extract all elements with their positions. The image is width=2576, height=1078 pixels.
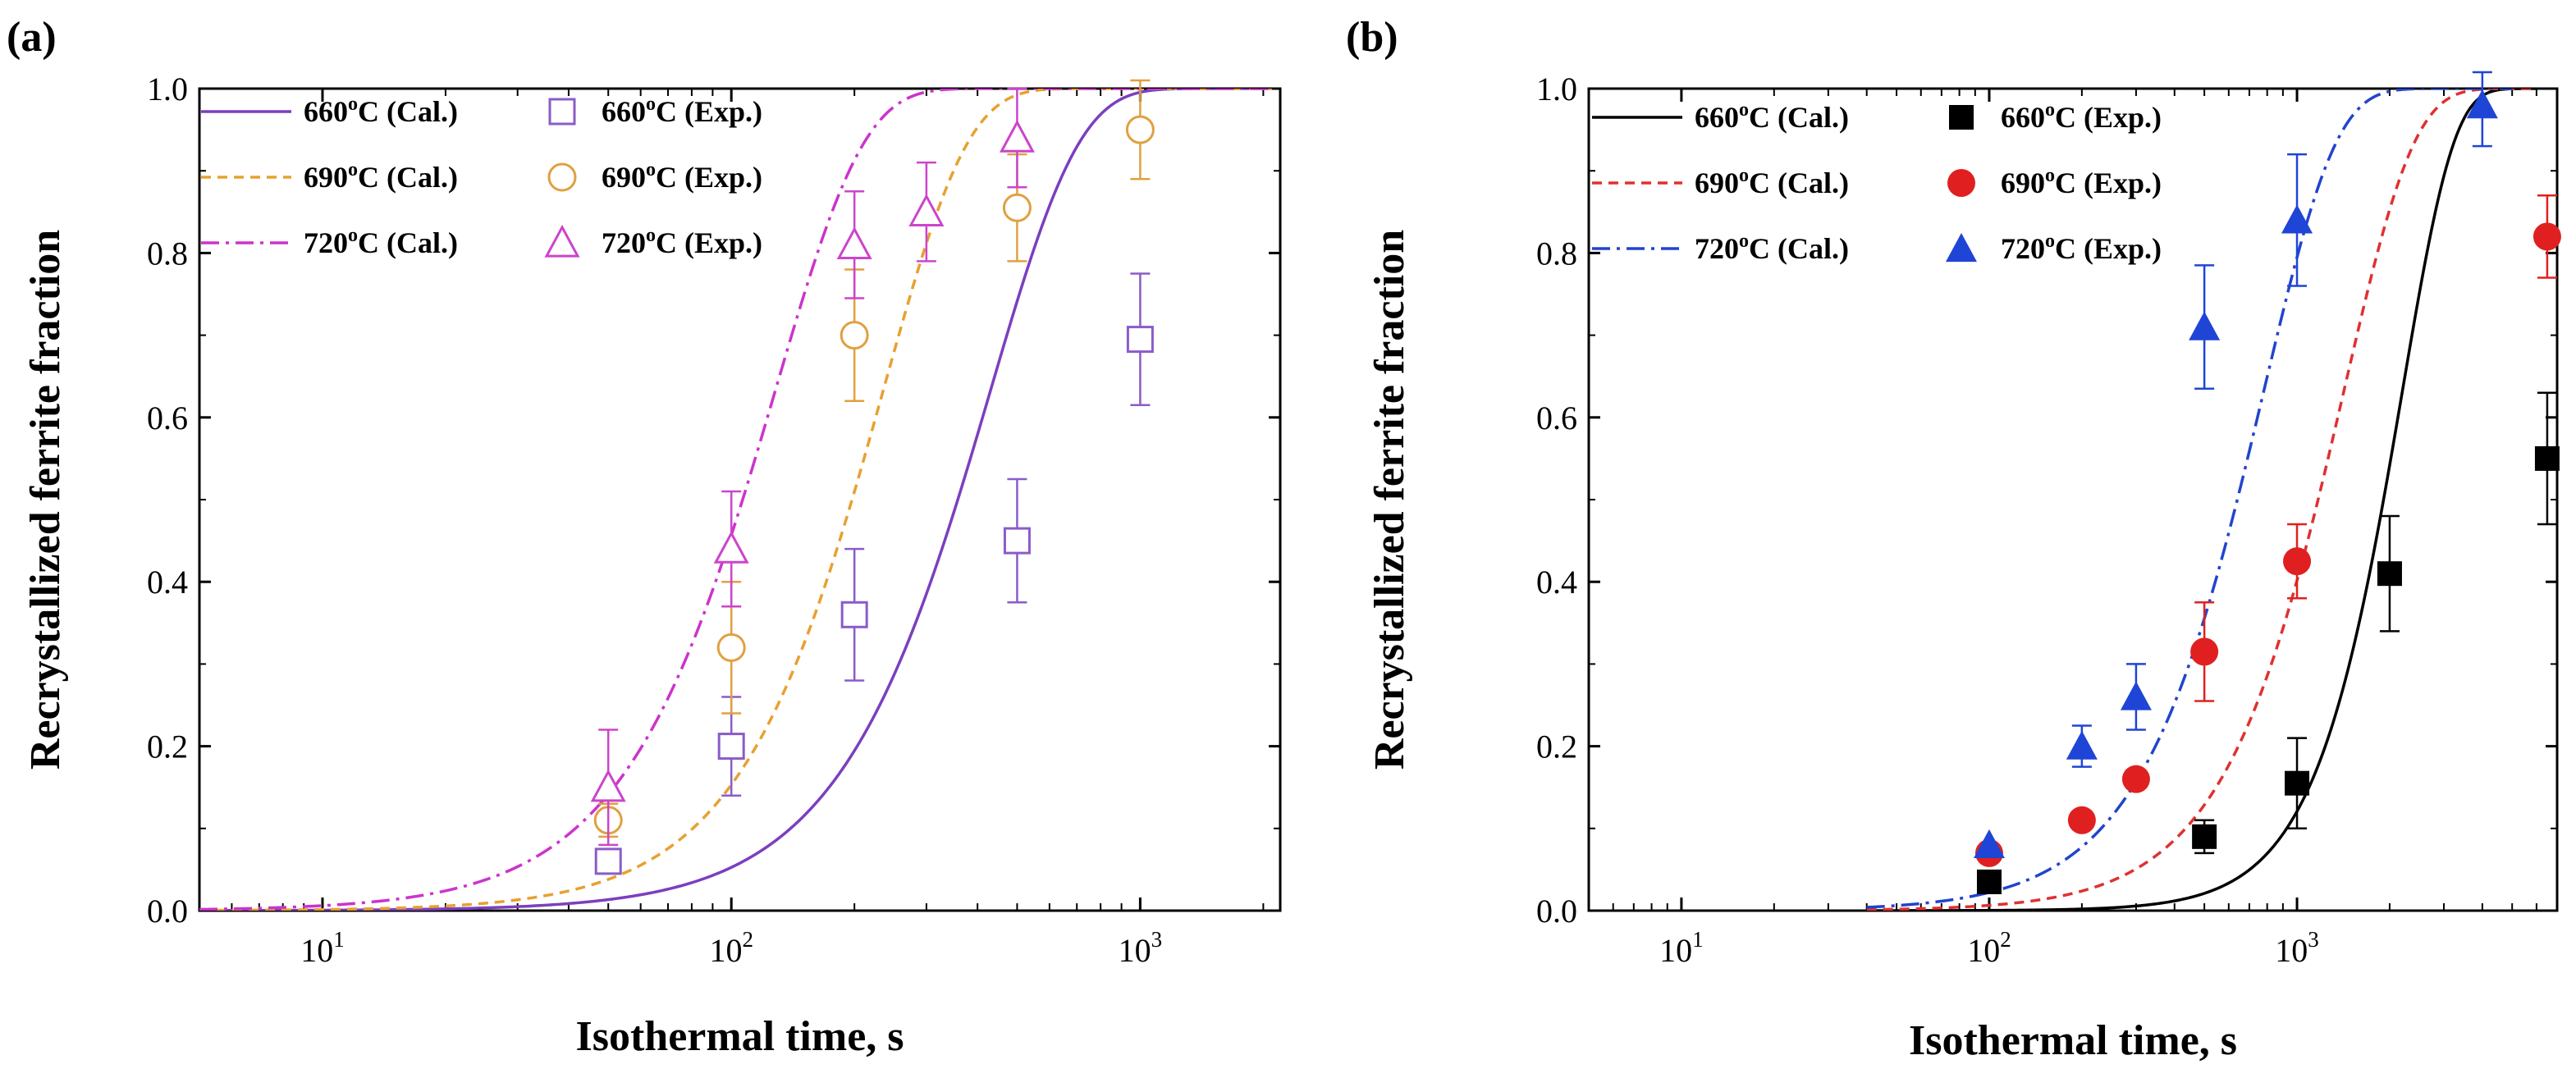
- legend-label-exp-720: 720oC (Exp.): [602, 225, 762, 259]
- data-point-660: [1126, 326, 1154, 354]
- data-point-690: [2533, 222, 2561, 251]
- calc-curve-720: [199, 89, 1272, 911]
- legend-marker-660: [1949, 105, 1974, 130]
- calc-curve-660: [199, 89, 1272, 911]
- y-tick-label: 0.4: [1536, 564, 1577, 601]
- data-point-690: [2283, 547, 2312, 576]
- data-point-660: [2285, 770, 2310, 796]
- data-point-660: [1976, 869, 2002, 894]
- y-tick-label: 0.6: [1536, 400, 1577, 436]
- x-tick-label: 103: [2275, 927, 2319, 969]
- y-tick-label: 0.0: [1536, 893, 1577, 930]
- x-tick-label: 102: [709, 927, 753, 969]
- y-tick-label: 0.0: [147, 893, 188, 930]
- y-tick-label: 1.0: [1536, 71, 1577, 107]
- plot-frame: [198, 87, 1282, 912]
- data-point-660: [2377, 561, 2402, 587]
- data-point-690: [2121, 765, 2150, 793]
- data-point-660: [2192, 824, 2217, 849]
- plot-frame: [1587, 87, 2559, 912]
- data-point-720: [908, 194, 945, 226]
- data-point-720: [2120, 681, 2152, 710]
- data-point-660: [2534, 445, 2560, 471]
- data-point-720: [836, 226, 872, 260]
- data-point-720: [2066, 730, 2098, 760]
- y-tick-label: 0.8: [147, 235, 188, 272]
- calc-curve-690: [1866, 89, 2537, 911]
- y-axis-title: Recrystallized ferrite fraction: [22, 230, 69, 770]
- x-tick-label: 101: [300, 927, 345, 969]
- x-tick-label: 102: [1967, 927, 2011, 969]
- legend-marker-660: [548, 98, 576, 126]
- x-tick-label: 103: [1119, 927, 1163, 969]
- chart-panel-b: (b) 0.0 0.2 0.4 0.6 0.8 1.0 101 102 103 Isothermal…: [1346, 14, 2561, 1064]
- data-point-720: [1973, 829, 2005, 858]
- data-point-720: [590, 769, 626, 802]
- data-point-690: [716, 633, 746, 662]
- legend-label-exp-660: 660oC (Exp.): [2001, 99, 2162, 134]
- data-point-720: [2466, 89, 2498, 119]
- data-point-720: [2189, 311, 2221, 340]
- legend-label-calc-690: 690oC (Cal.): [304, 159, 458, 194]
- legend-label-exp-660: 660oC (Exp.): [602, 94, 762, 128]
- data-point-720: [999, 119, 1035, 153]
- y-tick-label: 0.6: [147, 400, 188, 436]
- x-tick-label: 101: [1659, 927, 1704, 969]
- data-point-720: [713, 530, 749, 564]
- y-tick-label: 1.0: [147, 71, 188, 107]
- legend-label-calc-660: 660oC (Cal.): [1695, 99, 1849, 134]
- legend-label-calc-690: 690oC (Cal.): [1695, 165, 1849, 199]
- y-tick-label: 0.2: [1536, 729, 1577, 765]
- legend-marker-690: [1947, 169, 1975, 197]
- chart-panel-a: (a) 0.0 0.2 0.4 0.6 0.8 1.0 101 102 103 Isothermal…: [7, 14, 1282, 1060]
- legend-label-exp-690: 690oC (Exp.): [602, 159, 762, 194]
- data-point-660: [840, 601, 868, 628]
- legend-label-calc-660: 660oC (Cal.): [304, 94, 458, 128]
- y-axis-title: Recrystallized ferrite fraction: [1366, 230, 1413, 770]
- panel-label: (a): [7, 14, 57, 61]
- data-point-660: [594, 847, 622, 875]
- legend-label-calc-720: 720oC (Cal.): [304, 225, 458, 259]
- y-tick-label: 0.8: [1536, 235, 1577, 272]
- data-point-690: [1002, 193, 1032, 222]
- data-point-690: [2190, 637, 2219, 666]
- x-axis-title: Isothermal time, s: [575, 1013, 904, 1060]
- data-point-660: [717, 733, 745, 761]
- calc-curve-690: [199, 89, 1272, 911]
- x-axis-title: Isothermal time, s: [1909, 1017, 2237, 1064]
- calc-curve-720: [1866, 89, 2513, 909]
- legend-marker-720: [544, 224, 580, 258]
- legend-marker-690: [547, 162, 577, 192]
- legend-label-exp-690: 690oC (Exp.): [2001, 165, 2162, 199]
- legend: 660oC (Cal.) 690oC (Cal.) 720oC (Cal.) 660o…: [1592, 99, 2162, 265]
- y-tick-label: 0.4: [147, 564, 188, 601]
- legend: 660oC (Cal.) 690oC (Cal.) 720oC (Cal.) 660o…: [201, 94, 762, 259]
- data-point-690: [2067, 806, 2096, 834]
- data-point-720: [2281, 204, 2313, 234]
- legend-label-calc-720: 720oC (Cal.): [1695, 231, 1849, 265]
- data-point-690: [1125, 115, 1155, 144]
- data-point-690: [840, 321, 869, 350]
- legend-marker-720: [1946, 233, 1977, 263]
- calc-curve-660: [1866, 89, 2537, 911]
- y-tick-label: 0.2: [147, 729, 188, 765]
- panel-label: (b): [1346, 14, 1398, 61]
- legend-label-exp-720: 720oC (Exp.): [2001, 231, 2162, 265]
- data-point-660: [1003, 527, 1031, 555]
